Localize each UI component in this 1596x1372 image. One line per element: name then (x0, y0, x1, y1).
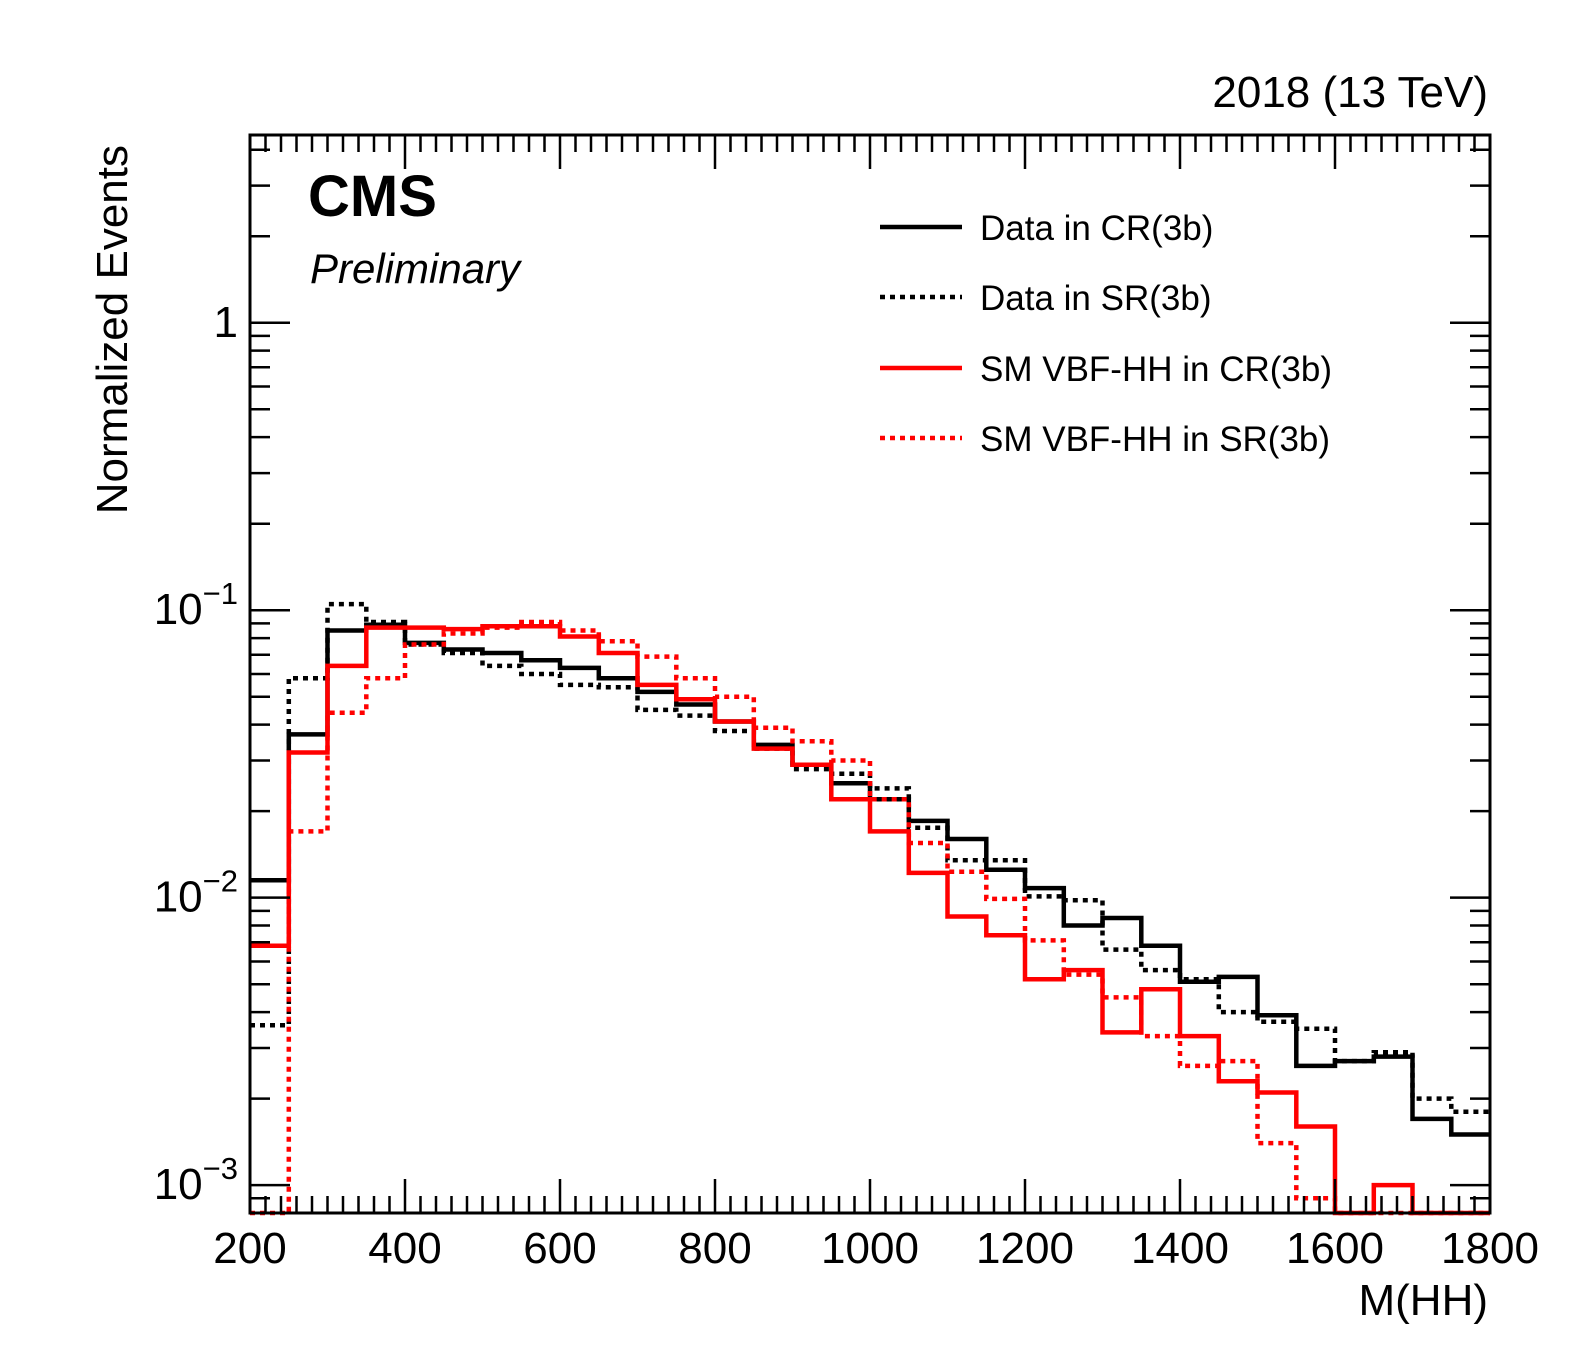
plot-frame (248, 133, 1492, 1215)
x-tick-label: 1800 (1441, 1224, 1539, 1273)
x-tick-label: 800 (678, 1224, 751, 1273)
series-line (250, 622, 1490, 1137)
legend: Data in CR(3b) Data in SR(3b) SM VBF-HH … (880, 209, 1332, 459)
x-tick-label: 200 (213, 1224, 286, 1273)
axes-layer (248, 133, 1492, 1215)
x-tick-label: 1400 (1131, 1224, 1229, 1273)
y-axis-title: Normalized Events (88, 145, 137, 514)
x-tick-label: 1000 (821, 1224, 919, 1273)
legend-entry: SM VBF-HH in CR(3b) (880, 350, 1332, 389)
x-tick-label: 400 (368, 1224, 441, 1273)
experiment-label: CMS (308, 164, 437, 229)
y-tick-label: 10−2 (154, 864, 238, 922)
x-tick-label: 1200 (976, 1224, 1074, 1273)
y-tick-label: 10−3 (154, 1151, 238, 1209)
series-line (250, 623, 1490, 1216)
legend-entry: Data in SR(3b) (880, 279, 1211, 318)
legend-label: Data in SR(3b) (980, 279, 1211, 318)
lumi-label: 2018 (13 TeV) (1212, 68, 1488, 117)
tick-labels: 200 400 600 800 1000 1200 1400 1600 1800 10−3 10−2… (154, 298, 1539, 1273)
series-layer (250, 601, 1490, 1216)
y-tick-label: 10−1 (154, 576, 238, 634)
y-tick-label: 1 (214, 298, 238, 347)
legend-entry: Data in CR(3b) (880, 209, 1213, 248)
x-axis-title: M(HH) (1358, 1276, 1488, 1325)
x-tick-label: 1600 (1286, 1224, 1384, 1273)
x-tick-label: 600 (523, 1224, 596, 1273)
series-line (250, 601, 1490, 1115)
legend-entry: SM VBF-HH in SR(3b) (880, 420, 1330, 459)
series-line (250, 619, 1490, 1216)
legend-label: Data in CR(3b) (980, 209, 1213, 248)
status-label: Preliminary (310, 245, 523, 292)
legend-label: SM VBF-HH in SR(3b) (980, 420, 1330, 459)
legend-label: SM VBF-HH in CR(3b) (980, 350, 1332, 389)
